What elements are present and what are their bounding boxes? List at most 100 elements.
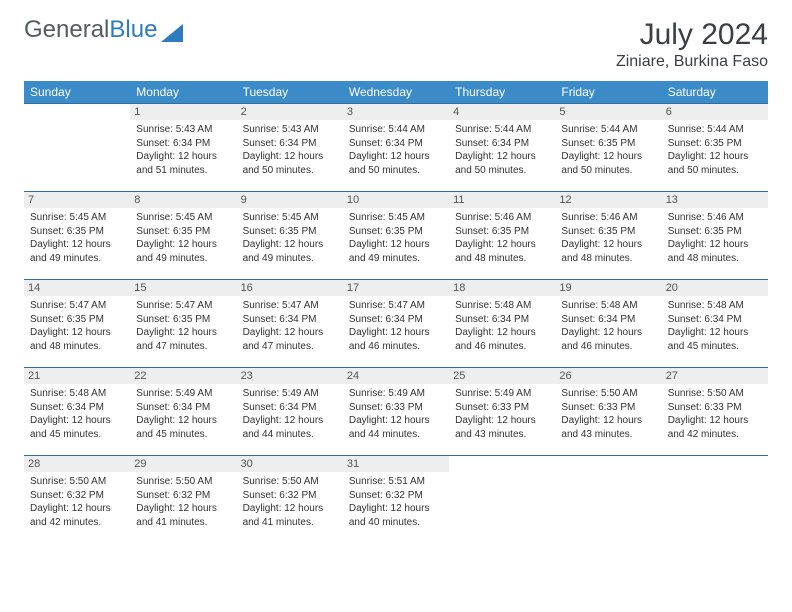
day-number: 4 [449,104,555,120]
calendar-day-cell: 21 Sunrise: 5:48 AMSunset: 6:34 PMDayligh… [24,368,130,456]
day-details: Sunrise: 5:49 AMSunset: 6:34 PMDaylight:… [136,387,230,441]
calendar-day-cell: 16 Sunrise: 5:47 AMSunset: 6:34 PMDayligh… [237,280,343,368]
day-details: Sunrise: 5:49 AMSunset: 6:34 PMDaylight:… [243,387,337,441]
calendar-week-row: 7 Sunrise: 5:45 AMSunset: 6:35 PMDaylight… [24,192,768,280]
day-details: Sunrise: 5:47 AMSunset: 6:35 PMDaylight:… [30,299,124,353]
day-number: 31 [343,456,449,472]
day-number: 1 [130,104,236,120]
day-details: Sunrise: 5:44 AMSunset: 6:34 PMDaylight:… [455,123,549,177]
calendar-day-cell: 18 Sunrise: 5:48 AMSunset: 6:34 PMDayligh… [449,280,555,368]
day-details: Sunrise: 5:48 AMSunset: 6:34 PMDaylight:… [668,299,762,353]
calendar-day-cell: 20 Sunrise: 5:48 AMSunset: 6:34 PMDayligh… [662,280,768,368]
calendar-day-cell: 29Sunrise: 5:50 AMSunset: 6:32 PMDayligh… [130,456,236,544]
weekday-header: Monday [130,81,236,104]
calendar-day-cell: 11 Sunrise: 5:46 AMSunset: 6:35 PMDayligh… [449,192,555,280]
calendar-day-cell: 24Sunrise: 5:49 AMSunset: 6:33 PMDayligh… [343,368,449,456]
day-number: 21 [24,368,130,384]
day-number: 3 [343,104,449,120]
calendar-day-cell: 2Sunrise: 5:43 AMSunset: 6:34 PMDaylight… [237,104,343,192]
header: GeneralBlue July 2024 Ziniare, Burkina F… [24,18,768,71]
day-number: 23 [237,368,343,384]
day-number: 12 [555,192,661,208]
calendar-page: GeneralBlue July 2024 Ziniare, Burkina F… [0,0,792,544]
brand-part1: General [24,18,109,42]
day-number: 27 [662,368,768,384]
day-details: Sunrise: 5:44 AMSunset: 6:35 PMDaylight:… [668,123,762,177]
triangle-icon [161,24,183,42]
calendar-week-row: 21 Sunrise: 5:48 AMSunset: 6:34 PMDayligh… [24,368,768,456]
day-details: Sunrise: 5:44 AMSunset: 6:34 PMDaylight:… [349,123,443,177]
calendar-day-cell: 5 Sunrise: 5:44 AMSunset: 6:35 PMDaylight… [555,104,661,192]
day-details: Sunrise: 5:46 AMSunset: 6:35 PMDaylight:… [455,211,549,265]
day-details: Sunrise: 5:45 AMSunset: 6:35 PMDaylight:… [136,211,230,265]
day-details: Sunrise: 5:47 AMSunset: 6:35 PMDaylight:… [136,299,230,353]
day-details: Sunrise: 5:45 AMSunset: 6:35 PMDaylight:… [349,211,443,265]
day-details: Sunrise: 5:48 AMSunset: 6:34 PMDaylight:… [30,387,124,441]
day-details: Sunrise: 5:46 AMSunset: 6:35 PMDaylight:… [561,211,655,265]
day-details: Sunrise: 5:43 AMSunset: 6:34 PMDaylight:… [136,123,230,177]
day-number: 5 [555,104,661,120]
day-number: 17 [343,280,449,296]
calendar-day-cell: 4 Sunrise: 5:44 AMSunset: 6:34 PMDaylight… [449,104,555,192]
day-number: 7 [24,192,130,208]
calendar-day-cell: 15Sunrise: 5:47 AMSunset: 6:35 PMDayligh… [130,280,236,368]
calendar-day-cell [662,456,768,544]
day-details: Sunrise: 5:47 AMSunset: 6:34 PMDaylight:… [349,299,443,353]
day-details: Sunrise: 5:50 AMSunset: 6:33 PMDaylight:… [668,387,762,441]
calendar-day-cell: 22 Sunrise: 5:49 AMSunset: 6:34 PMDayligh… [130,368,236,456]
day-number: 28 [24,456,130,472]
title-block: July 2024 Ziniare, Burkina Faso [616,18,768,71]
calendar-day-cell: 31Sunrise: 5:51 AMSunset: 6:32 PMDayligh… [343,456,449,544]
day-details: Sunrise: 5:50 AMSunset: 6:32 PMDaylight:… [136,475,230,529]
calendar-day-cell: 7Sunrise: 5:45 AMSunset: 6:35 PMDaylight… [24,192,130,280]
day-number: 20 [662,280,768,296]
weekday-header: Wednesday [343,81,449,104]
calendar-day-cell: 14 Sunrise: 5:47 AMSunset: 6:35 PMDayligh… [24,280,130,368]
day-details: Sunrise: 5:50 AMSunset: 6:32 PMDaylight:… [243,475,337,529]
day-number: 2 [237,104,343,120]
day-number: 6 [662,104,768,120]
weekday-header: Saturday [662,81,768,104]
day-details: Sunrise: 5:47 AMSunset: 6:34 PMDaylight:… [243,299,337,353]
day-details: Sunrise: 5:49 AMSunset: 6:33 PMDaylight:… [455,387,549,441]
day-details: Sunrise: 5:45 AMSunset: 6:35 PMDaylight:… [243,211,337,265]
brand-part2: Blue [109,18,157,42]
day-number: 16 [237,280,343,296]
weekday-header: Thursday [449,81,555,104]
day-number: 22 [130,368,236,384]
calendar-day-cell: 19Sunrise: 5:48 AMSunset: 6:34 PMDayligh… [555,280,661,368]
calendar-day-cell: 12 Sunrise: 5:46 AMSunset: 6:35 PMDayligh… [555,192,661,280]
day-number: 18 [449,280,555,296]
day-number: 25 [449,368,555,384]
calendar-day-cell: 9Sunrise: 5:45 AMSunset: 6:35 PMDaylight… [237,192,343,280]
calendar-day-cell: 30 Sunrise: 5:50 AMSunset: 6:32 PMDayligh… [237,456,343,544]
day-number: 13 [662,192,768,208]
calendar-day-cell: 8 Sunrise: 5:45 AMSunset: 6:35 PMDaylight… [130,192,236,280]
location-label: Ziniare, Burkina Faso [616,53,768,71]
calendar-week-row: 28 Sunrise: 5:50 AMSunset: 6:32 PMDayligh… [24,456,768,544]
calendar-day-cell [555,456,661,544]
day-details: Sunrise: 5:48 AMSunset: 6:34 PMDaylight:… [455,299,549,353]
day-details: Sunrise: 5:46 AMSunset: 6:35 PMDaylight:… [668,211,762,265]
weekday-header: Sunday [24,81,130,104]
day-number: 26 [555,368,661,384]
calendar-day-cell: 27 Sunrise: 5:50 AMSunset: 6:33 PMDayligh… [662,368,768,456]
day-number: 14 [24,280,130,296]
calendar-day-cell: 26Sunrise: 5:50 AMSunset: 6:33 PMDayligh… [555,368,661,456]
calendar-day-cell: 6 Sunrise: 5:44 AMSunset: 6:35 PMDaylight… [662,104,768,192]
calendar-day-cell: 3 Sunrise: 5:44 AMSunset: 6:34 PMDaylight… [343,104,449,192]
day-details: Sunrise: 5:50 AMSunset: 6:32 PMDaylight:… [30,475,124,529]
day-details: Sunrise: 5:44 AMSunset: 6:35 PMDaylight:… [561,123,655,177]
calendar-day-cell: 23 Sunrise: 5:49 AMSunset: 6:34 PMDayligh… [237,368,343,456]
day-number: 8 [130,192,236,208]
calendar-day-cell: 25 Sunrise: 5:49 AMSunset: 6:33 PMDayligh… [449,368,555,456]
weekday-row: SundayMondayTuesdayWednesdayThursdayFrid… [24,81,768,104]
day-number: 11 [449,192,555,208]
month-title: July 2024 [616,18,768,51]
calendar-day-cell: 17 Sunrise: 5:47 AMSunset: 6:34 PMDayligh… [343,280,449,368]
day-number: 30 [237,456,343,472]
calendar-week-row: 1 Sunrise: 5:43 AMSunset: 6:34 PMDaylight… [24,104,768,192]
calendar-day-cell [24,104,130,192]
weekday-header: Friday [555,81,661,104]
day-number: 10 [343,192,449,208]
